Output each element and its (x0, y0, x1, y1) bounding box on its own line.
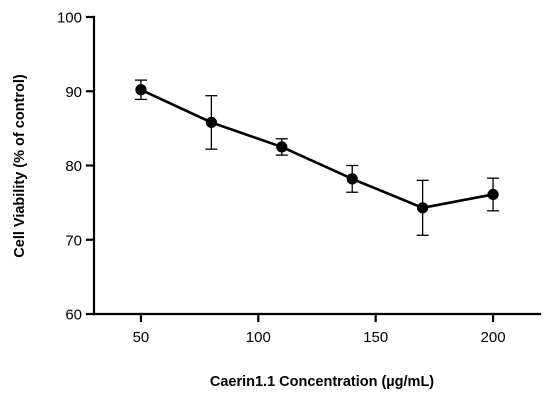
x-tick-label: 150 (363, 329, 388, 346)
ticks: 60 70 80 90 100 50 100 150 200 (57, 10, 506, 347)
y-tick-label: 70 (65, 232, 82, 249)
data-point (205, 116, 217, 129)
y-tick-label: 60 (65, 307, 82, 324)
data-point (417, 202, 429, 214)
data-marks (134, 79, 500, 236)
y-tick-label: 80 (65, 158, 82, 175)
data-point (346, 173, 358, 185)
y-axis-label: Cell Viability (% of control) (12, 74, 28, 258)
axes (92, 15, 542, 316)
x-axis-label: Caerin1.1 Concentration (µg/mL) (210, 374, 434, 390)
data-point (135, 84, 147, 96)
data-point (487, 188, 499, 201)
series-line (140, 88, 494, 210)
y-tick-label: 100 (57, 10, 82, 27)
y-tick-label: 90 (65, 84, 82, 101)
data-point (276, 141, 288, 153)
x-tick-label: 200 (481, 329, 506, 346)
x-tick-label: 100 (246, 329, 271, 346)
x-tick-label: 50 (133, 329, 150, 346)
